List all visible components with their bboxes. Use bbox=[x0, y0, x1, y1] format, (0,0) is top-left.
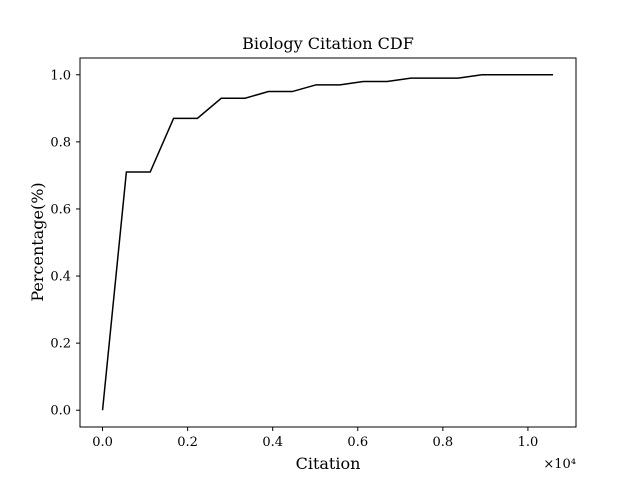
y-tick-label: 0.4 bbox=[50, 270, 71, 285]
chart-title: Biology Citation CDF bbox=[242, 34, 414, 53]
x-tick-label: 0.2 bbox=[177, 435, 198, 450]
y-tick-label: 0.6 bbox=[50, 202, 71, 217]
series-line bbox=[101, 74, 554, 411]
x-tick-label: 0.4 bbox=[262, 435, 283, 450]
x-axis-offset-label: ×10⁴ bbox=[543, 457, 576, 472]
y-axis-label: Percentage(%) bbox=[28, 182, 47, 301]
x-axis: 0.0 0.2 0.4 0.6 0.8 1.0 bbox=[92, 427, 538, 450]
x-tick-label: 0.6 bbox=[347, 435, 368, 450]
x-tick-label: 0.0 bbox=[92, 435, 113, 450]
y-tick-label: 0.8 bbox=[50, 135, 71, 150]
y-tick-label: 0.2 bbox=[50, 337, 71, 352]
series-layer bbox=[101, 74, 554, 411]
y-tick-label: 1.0 bbox=[50, 68, 71, 83]
x-tick-label: 0.8 bbox=[433, 435, 454, 450]
x-axis-label: Citation bbox=[296, 454, 361, 473]
y-tick-label: 0.0 bbox=[50, 404, 71, 419]
x-tick-label: 1.0 bbox=[518, 435, 539, 450]
plot-frame bbox=[79, 57, 577, 428]
y-axis: 0.0 0.2 0.4 0.6 0.8 1.0 bbox=[50, 68, 80, 419]
plot-area bbox=[79, 57, 577, 428]
